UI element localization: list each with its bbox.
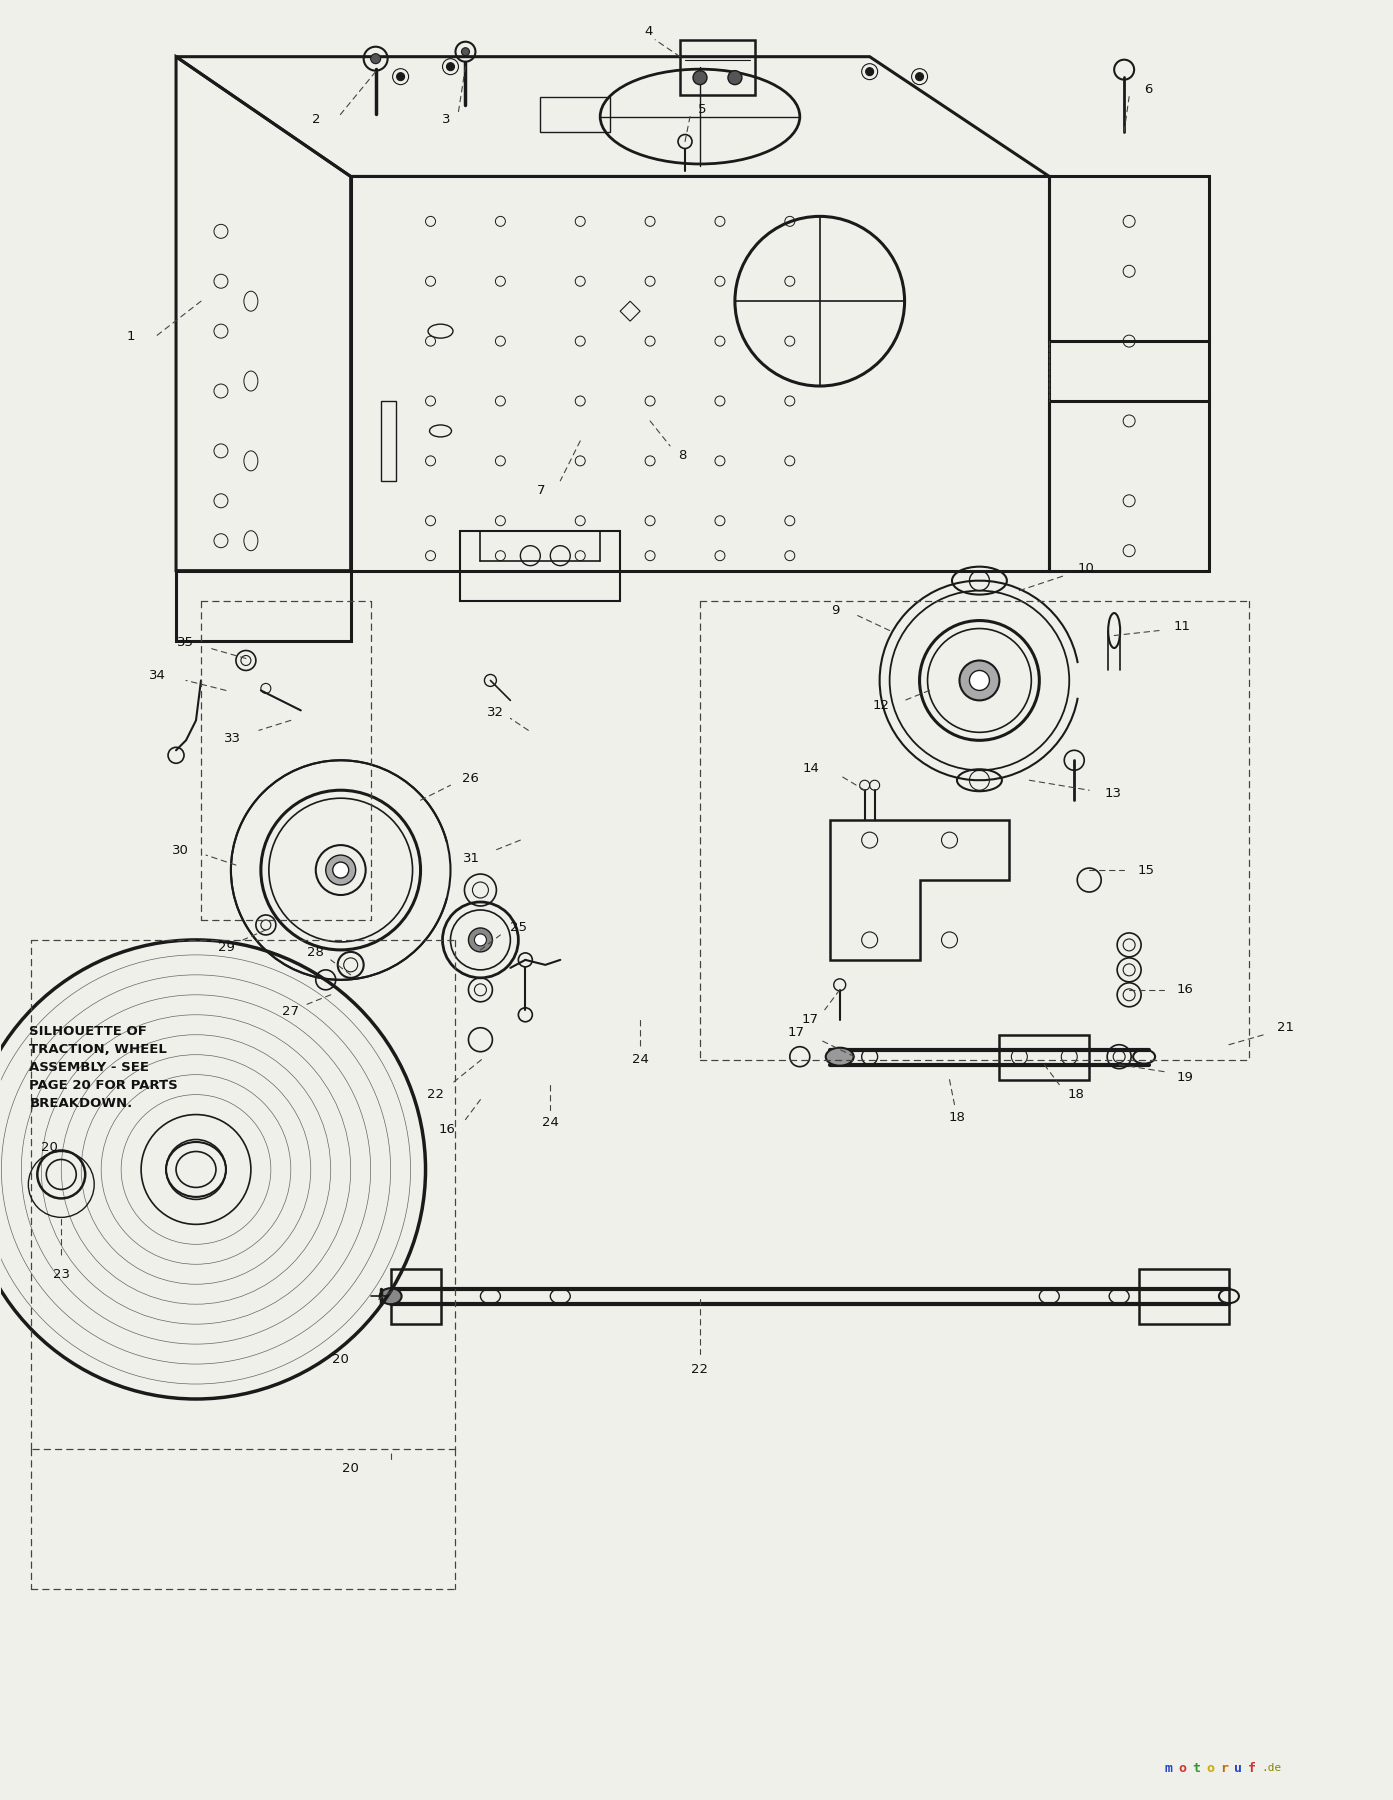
- Circle shape: [915, 72, 924, 81]
- Circle shape: [333, 862, 348, 878]
- Text: .de: .de: [1262, 1764, 1282, 1773]
- Text: 24: 24: [542, 1116, 559, 1129]
- Text: 34: 34: [149, 670, 166, 682]
- Circle shape: [326, 855, 355, 886]
- Text: 8: 8: [678, 450, 687, 463]
- Text: 16: 16: [439, 1123, 456, 1136]
- Text: 14: 14: [802, 761, 819, 774]
- Text: m: m: [1165, 1762, 1172, 1775]
- Text: 17: 17: [788, 1026, 805, 1039]
- Text: 26: 26: [462, 772, 479, 785]
- Text: 18: 18: [949, 1111, 965, 1123]
- Text: 7: 7: [536, 484, 545, 497]
- Text: 32: 32: [488, 706, 504, 718]
- Text: 27: 27: [283, 1004, 299, 1019]
- Text: o: o: [1206, 1762, 1213, 1775]
- Circle shape: [970, 670, 989, 691]
- Text: 28: 28: [308, 947, 325, 959]
- Ellipse shape: [380, 1289, 401, 1305]
- Text: 16: 16: [1177, 983, 1194, 997]
- Text: 24: 24: [631, 1053, 649, 1066]
- Text: 12: 12: [872, 698, 890, 711]
- Text: 17: 17: [801, 1013, 818, 1026]
- Circle shape: [468, 929, 492, 952]
- Text: 13: 13: [1105, 787, 1121, 799]
- Circle shape: [461, 49, 469, 56]
- Text: u: u: [1234, 1762, 1243, 1775]
- Text: o: o: [1178, 1762, 1185, 1775]
- Text: 15: 15: [1137, 864, 1155, 877]
- Text: 5: 5: [698, 103, 706, 115]
- Circle shape: [371, 54, 380, 63]
- Text: 10: 10: [1077, 562, 1094, 576]
- Text: t: t: [1192, 1762, 1199, 1775]
- Circle shape: [397, 72, 404, 81]
- Text: 20: 20: [40, 1141, 57, 1154]
- Text: 11: 11: [1174, 619, 1191, 634]
- Circle shape: [475, 934, 486, 947]
- Text: 9: 9: [832, 605, 840, 617]
- Circle shape: [692, 70, 708, 85]
- Text: 20: 20: [333, 1352, 350, 1366]
- Ellipse shape: [826, 1048, 854, 1066]
- Text: 21: 21: [1277, 1021, 1294, 1035]
- Text: 23: 23: [53, 1267, 70, 1282]
- Text: 2: 2: [312, 113, 320, 126]
- Circle shape: [447, 63, 454, 70]
- Circle shape: [729, 70, 742, 85]
- Circle shape: [960, 661, 999, 700]
- Text: 3: 3: [442, 113, 450, 126]
- Text: 33: 33: [224, 733, 241, 745]
- Text: 1: 1: [127, 329, 135, 342]
- Text: SILHOUETTE OF
TRACTION, WHEEL
ASSEMBLY - SEE
PAGE 20 FOR PARTS
BREAKDOWN.: SILHOUETTE OF TRACTION, WHEEL ASSEMBLY -…: [29, 1024, 178, 1111]
- Text: 31: 31: [464, 851, 481, 864]
- Text: 6: 6: [1144, 83, 1152, 95]
- Text: 22: 22: [691, 1363, 709, 1375]
- Text: 4: 4: [644, 25, 652, 38]
- Text: 19: 19: [1177, 1071, 1194, 1084]
- Text: 29: 29: [217, 941, 234, 954]
- Text: 35: 35: [177, 635, 194, 650]
- Circle shape: [865, 68, 873, 76]
- Text: f: f: [1248, 1762, 1256, 1775]
- Text: 18: 18: [1067, 1089, 1084, 1102]
- Text: 22: 22: [428, 1089, 444, 1102]
- Text: 30: 30: [173, 844, 189, 857]
- Text: 20: 20: [343, 1462, 359, 1476]
- Text: r: r: [1220, 1762, 1229, 1775]
- Text: 25: 25: [510, 922, 528, 934]
